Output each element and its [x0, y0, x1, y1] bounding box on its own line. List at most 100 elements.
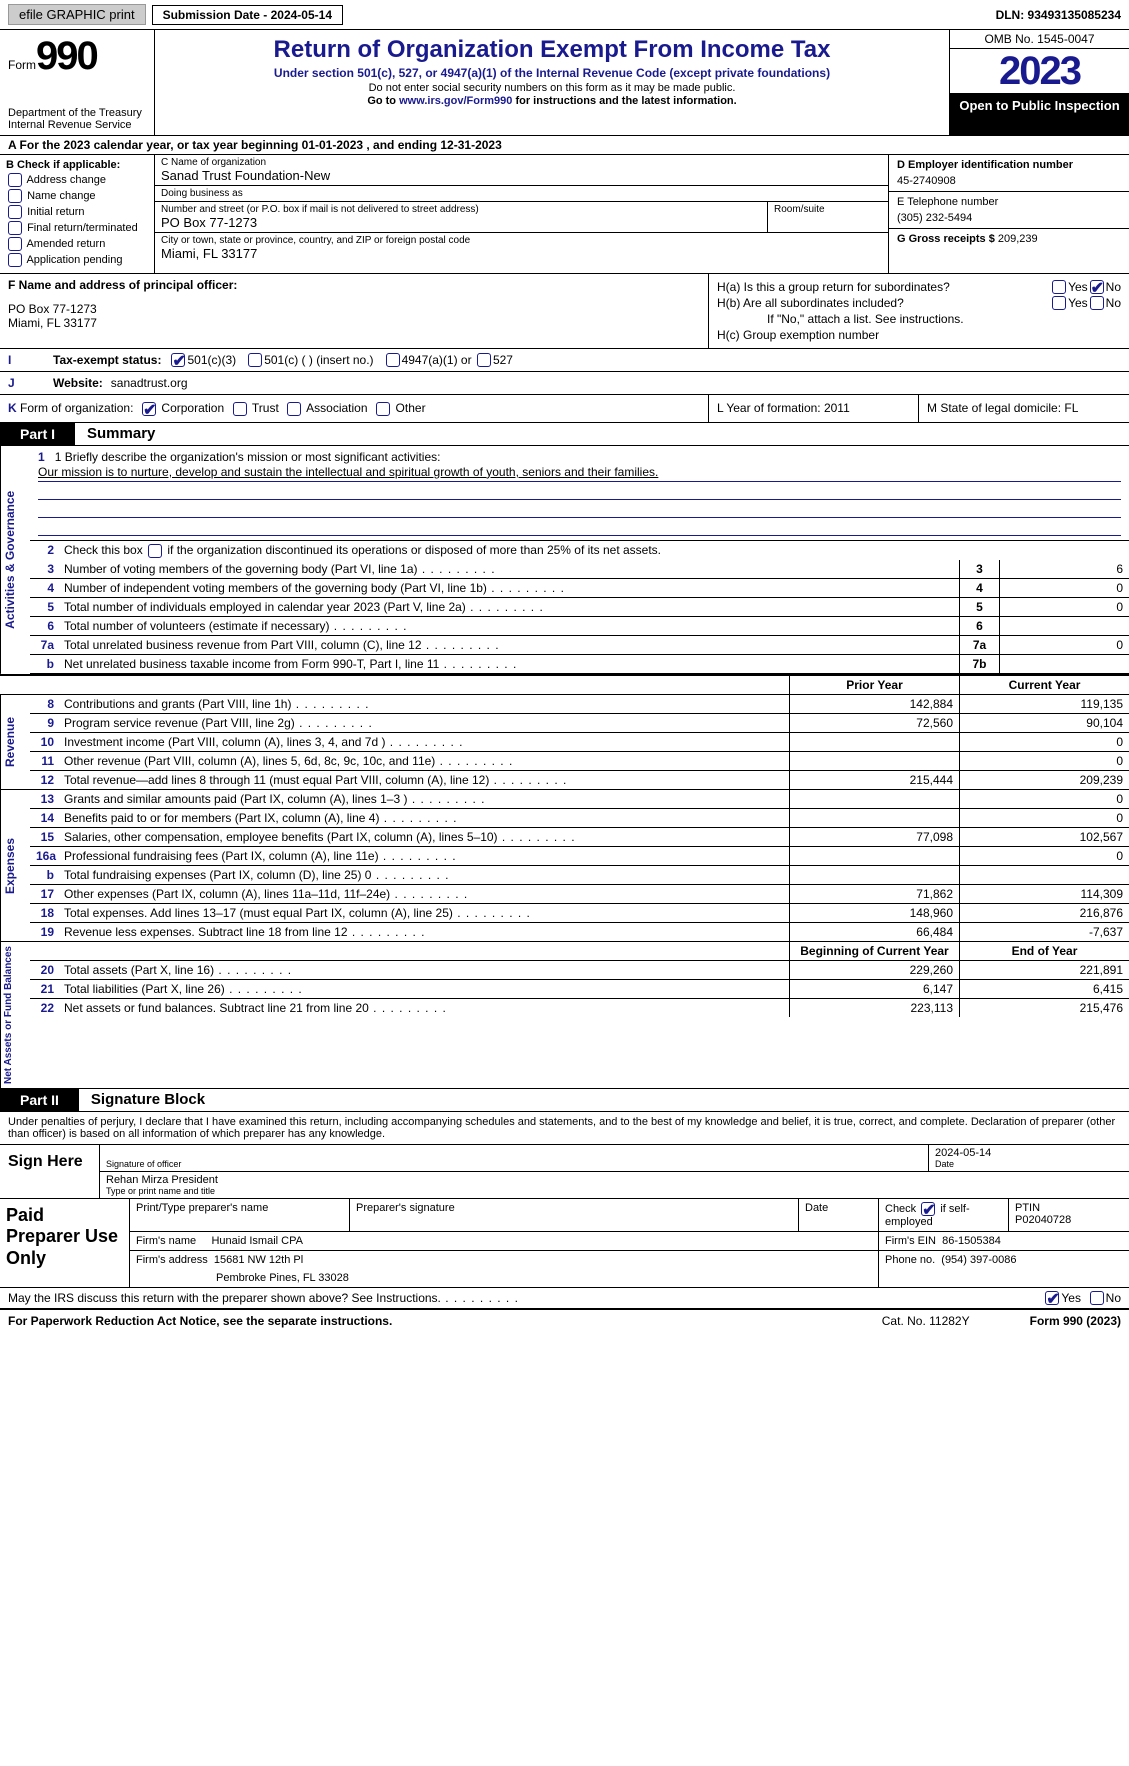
expenses-group: Expenses 13Grants and similar amounts pa…: [0, 790, 1129, 942]
expense-line-17: 17Other expenses (Part IX, column (A), l…: [30, 885, 1129, 904]
netasset-line-20: 20Total assets (Part X, line 16)229,2602…: [30, 961, 1129, 980]
col-d-ein-phone: D Employer identification number 45-2740…: [889, 155, 1129, 273]
hb-yes[interactable]: [1052, 296, 1066, 310]
chk-address-change[interactable]: Address change: [6, 173, 148, 187]
website-value: sanadtrust.org: [111, 376, 188, 390]
discuss-no[interactable]: [1090, 1291, 1104, 1305]
principal-officer: F Name and address of principal officer:…: [0, 274, 709, 348]
tax-year: 2023: [950, 49, 1129, 94]
revenue-group: Revenue 8Contributions and grants (Part …: [0, 695, 1129, 790]
hb-note: If "No," attach a list. See instructions…: [717, 312, 1121, 326]
room-field: Room/suite: [768, 202, 888, 232]
part1-title: Summary: [75, 425, 155, 442]
firm-address: Firm's address 15681 NW 12th Pl Pembroke…: [130, 1251, 879, 1287]
firm-ein: Firm's EIN 86-1505384: [879, 1232, 1129, 1250]
chk-name-change[interactable]: Name change: [6, 189, 148, 203]
expense-line-13: 13Grants and similar amounts paid (Part …: [30, 790, 1129, 809]
row-k: K Form of organization: Corporation Trus…: [0, 395, 709, 422]
ein-field: D Employer identification number 45-2740…: [889, 155, 1129, 192]
form-number-footer: Form 990 (2023): [1030, 1314, 1121, 1328]
open-public-label: Open to Public Inspection: [950, 94, 1129, 135]
discuss-yes[interactable]: [1045, 1291, 1059, 1305]
efile-button[interactable]: efile GRAPHIC print: [8, 4, 146, 25]
submission-date: Submission Date - 2024-05-14: [152, 5, 343, 25]
group-return: H(a) Is this a group return for subordin…: [709, 274, 1129, 348]
gov-line-7a: 7aTotal unrelated business revenue from …: [30, 636, 1129, 655]
paid-preparer-block: Paid Preparer Use Only Print/Type prepar…: [0, 1199, 1129, 1288]
dba-field: Doing business as: [155, 186, 888, 202]
row-j: J Website: sanadtrust.org: [0, 372, 1129, 395]
chk-501c3[interactable]: [171, 353, 185, 367]
chk-4947[interactable]: [386, 353, 400, 367]
gov-line-6: 6Total number of volunteers (estimate if…: [30, 617, 1129, 636]
sign-date: 2024-05-14 Date: [929, 1145, 1129, 1171]
firm-name: Firm's name Hunaid Ismail CPA: [130, 1232, 879, 1250]
section-fh: F Name and address of principal officer:…: [0, 274, 1129, 349]
form-number: 990: [36, 34, 97, 78]
year-formation: L Year of formation: 2011: [709, 395, 919, 422]
dln: DLN: 93493135085234: [996, 8, 1121, 22]
revenue-line-8: 8Contributions and grants (Part VIII, li…: [30, 695, 1129, 714]
hb-no[interactable]: [1090, 296, 1104, 310]
expense-line-15: 15Salaries, other compensation, employee…: [30, 828, 1129, 847]
paid-preparer-label: Paid Preparer Use Only: [0, 1199, 130, 1287]
gov-line-b: bNet unrelated business taxable income f…: [30, 655, 1129, 674]
netasset-line-21: 21Total liabilities (Part X, line 26)6,1…: [30, 980, 1129, 999]
revenue-line-12: 12Total revenue—add lines 8 through 11 (…: [30, 771, 1129, 789]
netassets-label: Net Assets or Fund Balances: [0, 942, 30, 1088]
pycy-header: Prior Year Current Year: [0, 675, 1129, 695]
irs-link[interactable]: www.irs.gov/Form990: [399, 95, 512, 107]
revenue-line-10: 10Investment income (Part VIII, column (…: [30, 733, 1129, 752]
expense-line-b: bTotal fundraising expenses (Part IX, co…: [30, 866, 1129, 885]
officer-name: Rehan Mirza President Type or print name…: [100, 1172, 1129, 1198]
chk-amended[interactable]: Amended return: [6, 237, 148, 251]
chk-corp[interactable]: [142, 402, 156, 416]
revenue-line-11: 11Other revenue (Part VIII, column (A), …: [30, 752, 1129, 771]
omb-number: OMB No. 1545-0047: [950, 30, 1129, 49]
sign-here-block: Sign Here Signature of officer 2024-05-1…: [0, 1145, 1129, 1199]
col-b-checkboxes: B Check if applicable: Address change Na…: [0, 155, 155, 273]
col-b-title: B Check if applicable:: [6, 159, 148, 171]
form-label: Form: [8, 58, 36, 72]
cat-no: Cat. No. 11282Y: [882, 1314, 970, 1328]
gross-receipts-field: G Gross receipts $ 209,239: [889, 229, 1129, 249]
chk-self-employed[interactable]: [921, 1202, 935, 1216]
row-a-period: A For the 2023 calendar year, or tax yea…: [0, 136, 1129, 155]
ha-yes[interactable]: [1052, 280, 1066, 294]
discuss-row: May the IRS discuss this return with the…: [0, 1288, 1129, 1310]
top-bar: efile GRAPHIC print Submission Date - 20…: [0, 0, 1129, 30]
form-subtitle: Under section 501(c), 527, or 4947(a)(1)…: [163, 66, 941, 80]
chk-initial-return[interactable]: Initial return: [6, 205, 148, 219]
firm-phone: Phone no. (954) 397-0086: [879, 1251, 1129, 1287]
phone-field: E Telephone number (305) 232-5494: [889, 192, 1129, 229]
governance-label: Activities & Governance: [0, 446, 30, 674]
chk-discontinued[interactable]: [148, 544, 162, 558]
form-title-block: Return of Organization Exempt From Incom…: [155, 30, 949, 135]
city-field: City or town, state or province, country…: [155, 233, 888, 263]
revenue-line-9: 9Program service revenue (Part VIII, lin…: [30, 714, 1129, 733]
form-id-block: Form990 Department of the Treasury Inter…: [0, 30, 155, 135]
chk-assoc[interactable]: [287, 402, 301, 416]
ha-row: H(a) Is this a group return for subordin…: [717, 280, 1121, 294]
dept-label: Department of the Treasury Internal Reve…: [8, 107, 146, 131]
expense-line-18: 18Total expenses. Add lines 13–17 (must …: [30, 904, 1129, 923]
chk-app-pending[interactable]: Application pending: [6, 253, 148, 267]
netassets-header: Beginning of Current Year End of Year: [30, 942, 1129, 961]
part1-tab: Part I: [0, 423, 75, 445]
chk-trust[interactable]: [233, 402, 247, 416]
chk-501c[interactable]: [248, 353, 262, 367]
prep-date-hdr: Date: [799, 1199, 879, 1231]
gov-line-5: 5Total number of individuals employed in…: [30, 598, 1129, 617]
chk-other[interactable]: [376, 402, 390, 416]
prep-selfemp: Check if self-employed: [879, 1199, 1009, 1231]
footer: For Paperwork Reduction Act Notice, see …: [0, 1310, 1129, 1332]
chk-527[interactable]: [477, 353, 491, 367]
prep-sig-hdr: Preparer's signature: [350, 1199, 799, 1231]
governance-group: Activities & Governance 1 1 Briefly desc…: [0, 446, 1129, 675]
ha-no[interactable]: [1090, 280, 1104, 294]
chk-final-return[interactable]: Final return/terminated: [6, 221, 148, 235]
expense-line-16a: 16aProfessional fundraising fees (Part I…: [30, 847, 1129, 866]
part1-header: Part I Summary: [0, 423, 1129, 446]
note-link: Go to www.irs.gov/Form990 for instructio…: [163, 95, 941, 107]
hb-row: H(b) Are all subordinates included? Yes …: [717, 296, 1121, 310]
